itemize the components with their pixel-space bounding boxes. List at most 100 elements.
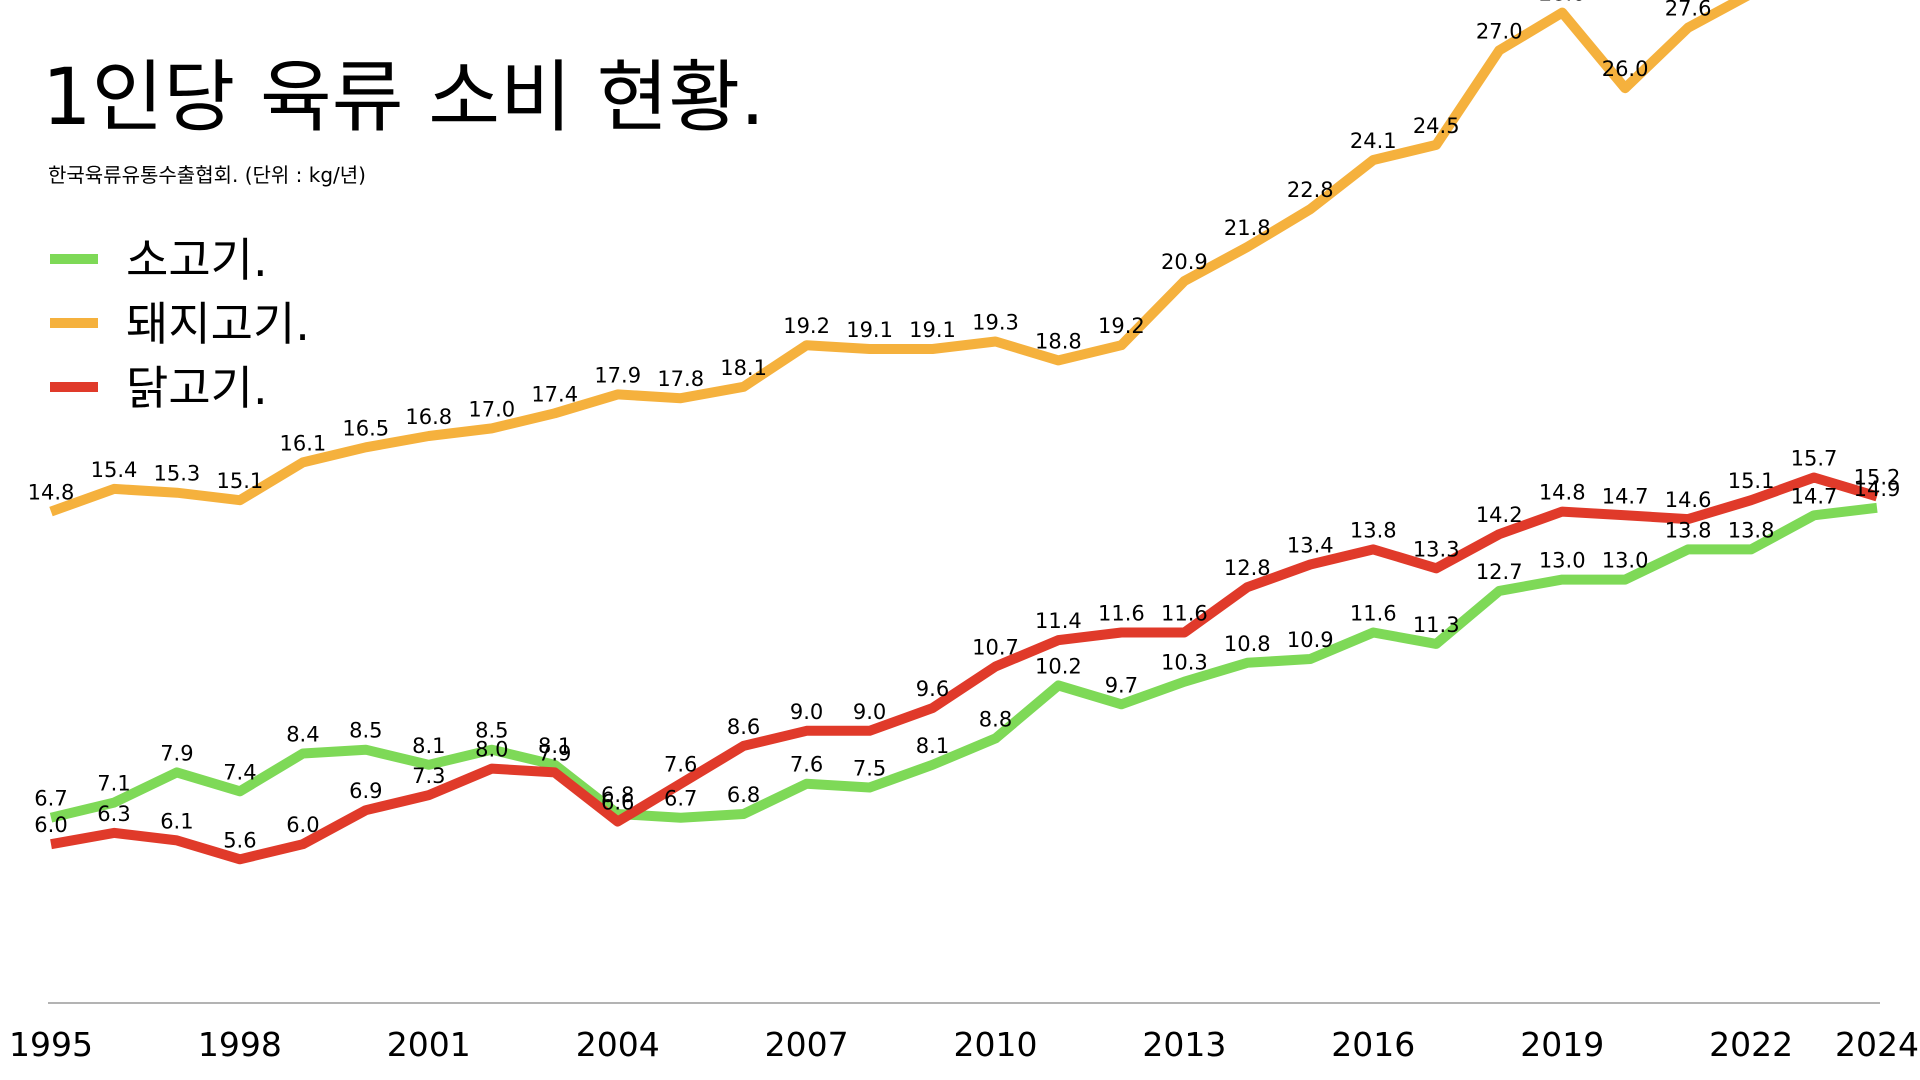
data-label-beef: 6.7: [664, 787, 697, 811]
data-label-chicken: 11.6: [1098, 602, 1145, 626]
x-tick-label: 2024: [1835, 1025, 1919, 1064]
data-label-pork: 16.5: [342, 416, 389, 440]
legend-label-chicken: 닭고기.: [126, 361, 268, 415]
data-label-chicken: 5.6: [223, 828, 256, 852]
data-label-beef: 8.1: [538, 734, 571, 758]
data-label-chicken: 10.7: [972, 636, 1019, 660]
data-label-pork: 17.4: [531, 382, 578, 406]
data-label-pork: 15.4: [91, 458, 138, 482]
data-label-beef: 8.1: [916, 734, 949, 758]
chart-subtitle: 한국육류유통수출협회. (단위 : kg/년): [48, 163, 366, 187]
data-label-beef: 8.8: [979, 707, 1012, 731]
data-label-chicken: 6.1: [160, 809, 193, 833]
data-label-pork: 16.8: [405, 405, 452, 429]
data-label-pork: 19.2: [783, 314, 830, 338]
data-label-chicken: 8.0: [475, 738, 508, 762]
data-label-beef: 7.9: [160, 741, 193, 765]
data-label-beef: 8.4: [286, 723, 319, 747]
data-label-pork: 15.1: [217, 469, 264, 493]
x-tick-label: 2001: [387, 1025, 471, 1064]
data-label-chicken: 11.6: [1161, 602, 1208, 626]
data-label-beef: 10.3: [1161, 651, 1208, 675]
data-label-pork: 17.0: [468, 397, 515, 421]
data-label-chicken: 13.3: [1413, 537, 1460, 561]
data-label-beef: 14.9: [1854, 477, 1901, 501]
data-label-pork: 22.8: [1287, 178, 1334, 202]
chart-title: 1인당 육류 소비 현황.: [42, 53, 765, 143]
x-tick-label: 2019: [1520, 1025, 1604, 1064]
data-label-chicken: 15.1: [1728, 469, 1775, 493]
series-line-chicken: [50, 472, 1879, 865]
data-label-pork: 19.1: [846, 318, 893, 342]
data-label-pork: 17.9: [594, 363, 641, 387]
data-label-chicken: 14.2: [1476, 503, 1523, 527]
data-label-pork: 14.8: [28, 481, 75, 505]
legend: 소고기. 돼지고기. 닭고기.: [50, 233, 310, 415]
data-label-chicken: 6.9: [349, 779, 382, 803]
data-label-pork: 16.1: [280, 431, 327, 455]
data-label-pork: 19.1: [909, 318, 956, 342]
data-label-chicken: 13.4: [1287, 534, 1334, 558]
data-label-beef: 8.5: [475, 719, 508, 743]
data-label-chicken: 11.4: [1035, 609, 1082, 633]
series-line-pork: [49, 0, 1750, 517]
data-label-pork: 21.8: [1224, 216, 1271, 240]
data-label-pork: 27.6: [1665, 0, 1712, 21]
series-lines: [49, 0, 1879, 865]
data-label-beef: 6.7: [34, 787, 67, 811]
data-label-beef: 8.5: [349, 719, 382, 743]
data-label-pork: 18.8: [1035, 329, 1082, 353]
series-line-beef: [49, 502, 1878, 823]
data-label-chicken: 8.6: [727, 715, 760, 739]
data-label-chicken: 7.6: [664, 753, 697, 777]
data-label-pork: 27.0: [1476, 19, 1523, 43]
data-label-pork: 19.3: [972, 311, 1019, 335]
data-label-pork: 28.0: [1539, 0, 1586, 6]
data-label-pork: 17.8: [657, 367, 704, 391]
data-label-beef: 13.8: [1665, 518, 1712, 542]
data-label-beef: 6.8: [727, 783, 760, 807]
data-label-beef: 13.8: [1728, 518, 1775, 542]
data-label-chicken: 14.6: [1665, 488, 1712, 512]
data-label-beef: 11.6: [1350, 602, 1397, 626]
data-label-beef: 14.7: [1791, 484, 1838, 508]
data-label-beef: 10.2: [1035, 654, 1082, 678]
data-label-chicken: 6.3: [97, 802, 130, 826]
data-label-beef: 6.8: [601, 783, 634, 807]
data-label-chicken: 15.2: [1854, 465, 1901, 489]
x-tick-label: 2004: [576, 1025, 660, 1064]
data-label-beef: 11.3: [1413, 613, 1460, 637]
data-label-beef: 10.8: [1224, 632, 1271, 656]
data-label-beef: 7.1: [97, 772, 130, 796]
data-label-beef: 9.7: [1105, 673, 1138, 697]
data-label-pork: 26.0: [1602, 57, 1649, 81]
data-label-chicken: 14.8: [1539, 481, 1586, 505]
data-label-chicken: 7.3: [412, 764, 445, 788]
x-tick-label: 2016: [1331, 1025, 1415, 1064]
data-label-beef: 7.5: [853, 757, 886, 781]
data-labels: 6.7 7.1 7.9 7.4 8.4 8.5 8.1 8.5 8.1 6.8 6.7 6.8 7.6 7…: [28, 0, 1901, 852]
data-label-chicken: 13.8: [1350, 518, 1397, 542]
x-tick-label: 2010: [954, 1025, 1038, 1064]
data-label-pork: 18.1: [720, 356, 767, 380]
data-label-pork: 20.9: [1161, 250, 1208, 274]
data-label-beef: 8.1: [412, 734, 445, 758]
x-tick-label: 2022: [1709, 1025, 1793, 1064]
data-label-beef: 7.6: [790, 753, 823, 777]
data-label-pork: 19.2: [1098, 314, 1145, 338]
x-tick-label: 1998: [198, 1025, 282, 1064]
legend-label-pork: 돼지고기.: [126, 297, 310, 351]
data-label-pork: 15.3: [154, 462, 201, 486]
data-label-chicken: 9.0: [790, 700, 823, 724]
x-tick-label: 2013: [1142, 1025, 1226, 1064]
legend-label-beef: 소고기.: [126, 233, 268, 287]
data-label-beef: 7.4: [223, 760, 256, 784]
data-label-chicken: 12.8: [1224, 556, 1271, 580]
data-label-chicken: 9.6: [916, 677, 949, 701]
data-label-pork: 24.5: [1413, 114, 1460, 138]
data-label-chicken: 15.7: [1791, 447, 1838, 471]
data-label-beef: 13.0: [1539, 549, 1586, 573]
data-label-chicken: 6.0: [286, 813, 319, 837]
data-label-pork: 24.1: [1350, 129, 1397, 153]
